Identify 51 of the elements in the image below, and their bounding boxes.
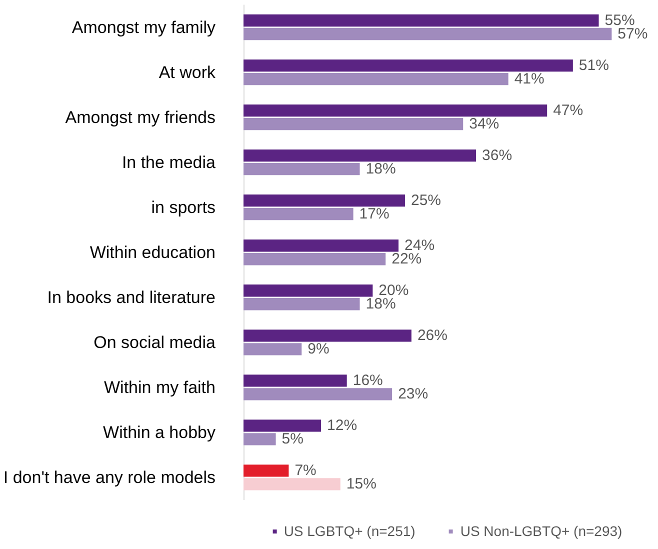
bar [244,14,599,27]
y-tick-label: On social media [94,332,216,352]
bar [244,284,373,297]
bar [244,464,289,477]
y-tick-label: I don't have any role models [3,468,216,487]
bar [244,343,302,356]
legend-label: US LGBTQ+ (n=251) [284,523,416,539]
data-label: 23% [398,386,428,403]
bar [244,194,405,207]
y-tick-label: Within education [90,242,216,262]
y-tick-label: Amongst my friends [65,108,216,127]
data-label: 26% [417,327,448,344]
y-tick-label: Within my faith [104,378,216,397]
bar [244,163,360,176]
data-label: 9% [308,340,330,358]
bar [244,240,399,252]
y-tick-label: At work [158,62,216,82]
data-label: 18% [366,160,396,178]
bar [244,330,412,342]
y-tick-label: In the media [122,152,216,172]
bar [244,374,347,387]
data-label: 15% [346,476,376,493]
data-label: 17% [359,206,390,223]
bar [244,104,548,117]
legend-label: US Non-LGBTQ+ (n=293) [460,523,622,539]
bar [244,420,322,432]
data-label: 16% [352,372,383,390]
bar [244,118,464,130]
data-label: 34% [469,116,500,133]
y-tick-label: Amongst my family [72,18,216,37]
data-label: 25% [410,192,442,210]
bar [244,388,392,400]
bar [244,478,340,490]
bar [244,298,360,310]
bar [244,72,508,86]
y-tick-label: In books and literature [47,288,216,307]
data-label: 51% [578,57,609,74]
bar [244,433,276,446]
y-tick-label: Within a hobby [103,422,216,442]
bar [244,28,612,40]
data-label: 7% [294,462,316,480]
data-label: 47% [553,102,584,120]
data-label: 12% [327,417,358,434]
data-label: 41% [514,70,544,88]
bar [244,149,476,162]
y-tick-label: in sports [151,198,216,217]
data-label: 36% [482,147,512,164]
bar [244,253,386,266]
bar [244,59,573,72]
data-label: 5% [282,430,304,448]
bar [244,208,354,220]
